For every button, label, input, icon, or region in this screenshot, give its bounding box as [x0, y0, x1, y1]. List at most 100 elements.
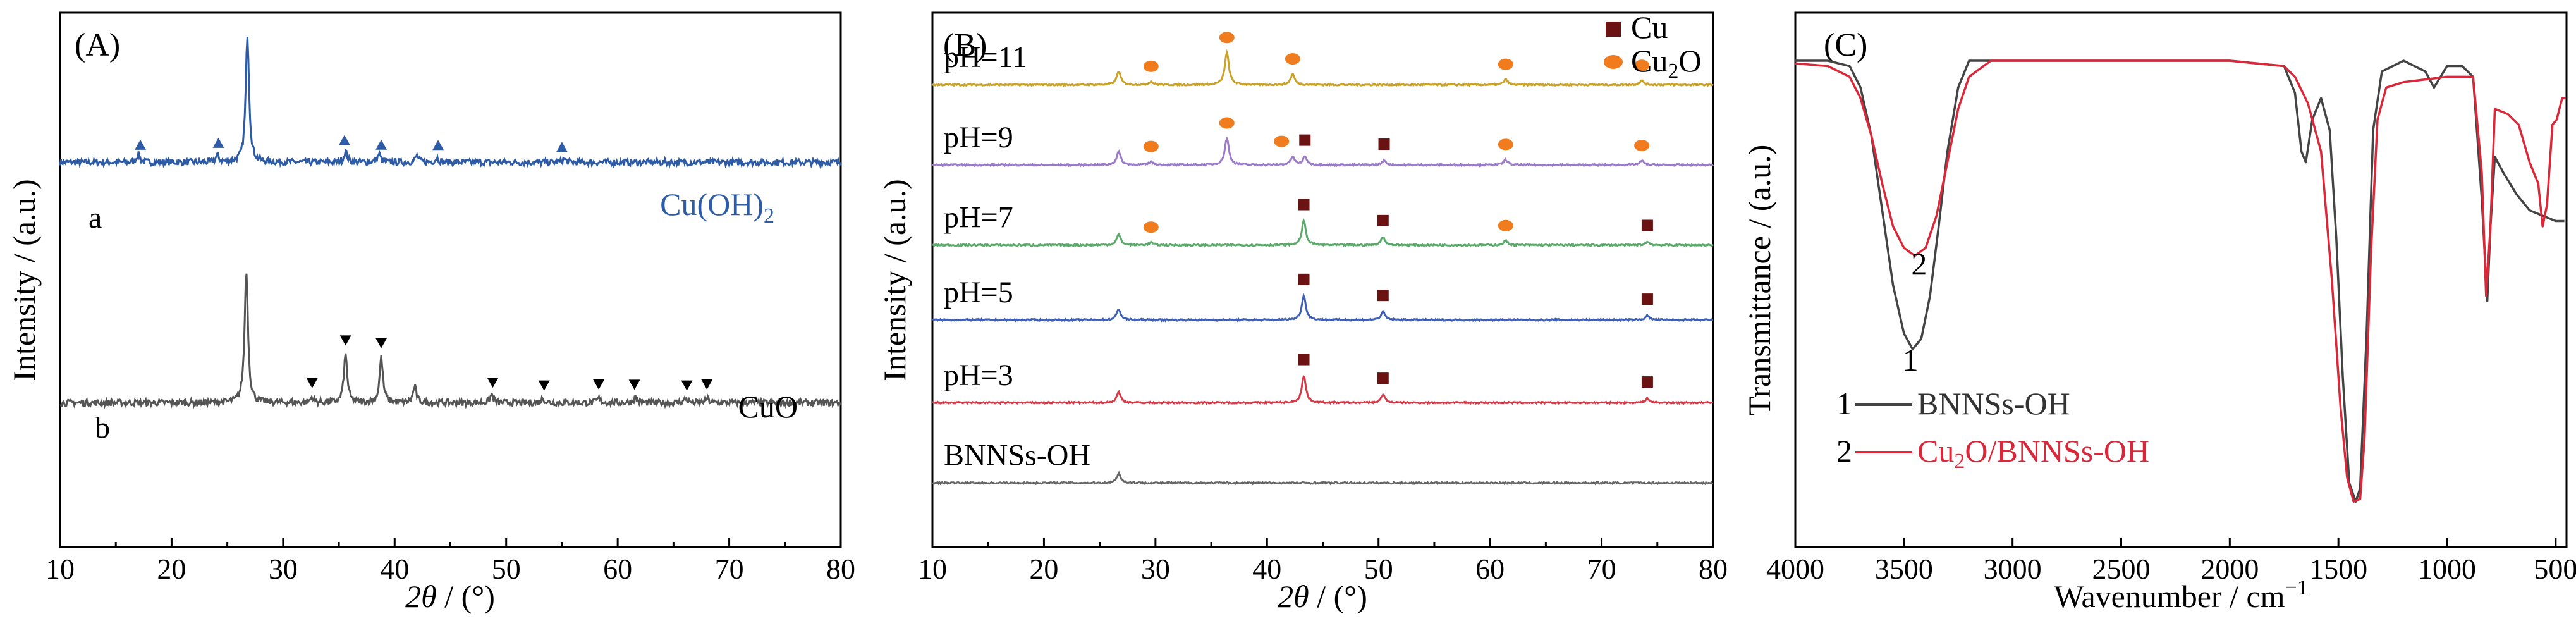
cuo-peak-marker — [681, 380, 693, 391]
xrd-trace — [931, 49, 1714, 87]
cu-peak-marker — [1641, 219, 1653, 231]
x-tick-label: 40 — [1252, 553, 1281, 585]
cu-peak-marker — [1641, 376, 1653, 388]
x-tick-label: 10 — [46, 553, 75, 585]
panel-b-phase-markers — [1143, 32, 1653, 388]
legend-cu-marker — [1606, 22, 1621, 37]
x-tick-label: 50 — [1364, 553, 1393, 585]
cu-peak-marker — [1298, 199, 1310, 211]
cu2o-peak-marker — [1634, 59, 1650, 71]
trace-label: BNNSs-OH — [944, 439, 1090, 472]
cu-peak-marker — [1377, 290, 1389, 302]
cuo-peak-marker — [593, 379, 605, 390]
cuo-peak-marker — [538, 380, 550, 391]
cuoh2-peak-marker — [338, 135, 350, 145]
trace-label-b: b — [95, 411, 110, 445]
cu2o-peak-marker — [1219, 117, 1235, 129]
cu-peak-marker — [1378, 138, 1390, 151]
x-tick-label: 3500 — [1875, 553, 1933, 585]
trace-label: pH=5 — [944, 276, 1013, 309]
legend-2-number: 2 — [1836, 433, 1852, 469]
x-tick-label: 60 — [1475, 553, 1505, 585]
x-tick-label: 80 — [1699, 553, 1728, 585]
cu-peak-marker — [1377, 372, 1389, 384]
legend-2-label: Cu2O/BNNSs-OH — [1917, 433, 2149, 473]
cu2o-peak-marker — [1143, 140, 1159, 152]
x-tick-label: 30 — [269, 553, 298, 585]
x-tick-label: 40 — [380, 553, 409, 585]
cu-peak-marker — [1641, 293, 1653, 305]
trace-label-a: a — [89, 201, 102, 235]
x-tick-label: 70 — [715, 553, 744, 585]
x-tick-label: 20 — [157, 553, 186, 585]
x-tick-label: 80 — [826, 553, 855, 585]
xrd-trace — [932, 218, 1714, 248]
panel-a-label: (A) — [75, 27, 120, 63]
cuoh2-peak-marker — [135, 139, 147, 150]
cu2o-peak-marker — [1634, 140, 1650, 152]
xrd-trace-a — [59, 37, 842, 169]
x-tick-label: 30 — [1141, 553, 1170, 585]
cu-peak-marker — [1377, 214, 1389, 226]
cu-peak-marker — [1299, 134, 1311, 146]
panel-c-annotations: 12 — [1903, 246, 1927, 378]
cu2o-peak-marker — [1219, 32, 1235, 44]
cu2o-peak-marker — [1285, 53, 1300, 65]
cu2o-peak-marker — [1498, 138, 1513, 151]
x-tick-label: 4000 — [1766, 553, 1824, 585]
x-tick-label: 60 — [603, 553, 632, 585]
panel-c-x-axis-label: Wavenumber / cm−1 — [2054, 576, 2307, 614]
series-label-cuo: CuO — [738, 389, 798, 424]
cuoh2-peak-marker — [556, 142, 568, 152]
x-tick-label: 70 — [1587, 553, 1616, 585]
cuo-peak-marker — [628, 379, 640, 390]
panel-b-legend: Cu Cu2O — [1604, 9, 1701, 83]
cuoh2-peak-marker — [432, 140, 444, 151]
cu2o-peak-marker — [1274, 135, 1290, 147]
trace-label: pH=3 — [944, 359, 1013, 392]
xrd-trace-b — [59, 273, 842, 409]
panel-c-y-axis-label: Transmittance / (a.u.) — [1742, 145, 1777, 416]
legend-cu-label: Cu — [1631, 9, 1668, 45]
cuo-peak-marker — [306, 378, 318, 388]
x-tick-label: 2500 — [2092, 553, 2150, 585]
panel-a-x-ticks: 10 20 30 40 50 60 70 80 — [46, 538, 855, 585]
panel-b-xrd-ph: (B) 10 20 30 40 50 60 70 80 pH=11pH=9pH=7pH=5pH… — [877, 9, 1728, 614]
cu2o-peak-marker — [1498, 58, 1513, 70]
cuoh2-peak-marker — [375, 139, 388, 150]
cu2o-peak-marker — [1143, 221, 1159, 233]
ftir-trace — [1795, 59, 2565, 503]
x-tick-label: 20 — [1029, 553, 1058, 585]
x-tick-label: 50 — [492, 553, 521, 585]
panel-a-phase-markers — [135, 135, 713, 391]
panel-a-y-axis-label: Intensity / (a.u.) — [6, 179, 42, 381]
panel-b-trace-labels: pH=11 pH=9 pH=7 pH=5 pH=3 BNNSs-OH — [944, 40, 1090, 472]
panel-a-x-axis-label: 2θ / (°) — [405, 579, 495, 614]
panel-c-x-ticks: 4000 3500 3000 2500 2000 1500 1000 500 — [1766, 538, 2576, 585]
cu2o-peak-marker — [1143, 60, 1159, 72]
cuo-peak-marker — [701, 379, 713, 390]
panel-c-label: (C) — [1824, 27, 1867, 63]
cuoh2-peak-marker — [212, 137, 224, 148]
x-tick-label: 500 — [2534, 553, 2576, 585]
panel-b-label: (B) — [943, 27, 987, 63]
cu-peak-marker — [1298, 273, 1310, 285]
cuo-peak-marker — [487, 378, 499, 388]
cu-peak-marker — [1298, 354, 1310, 366]
legend-1-label: BNNSs-OH — [1917, 386, 2070, 421]
x-tick-label: 1000 — [2418, 553, 2476, 585]
cuo-peak-marker — [339, 335, 351, 346]
xrd-trace — [932, 470, 1714, 486]
panel-a-plot-frame — [59, 11, 842, 548]
trace-label: pH=9 — [944, 121, 1013, 154]
legend-cu2o-label: Cu2O — [1631, 43, 1701, 83]
xrd-trace — [932, 136, 1714, 168]
xrd-trace — [932, 374, 1714, 405]
cu2o-peak-marker — [1498, 219, 1513, 231]
trace-label: pH=11 — [944, 40, 1027, 74]
x-tick-label: 10 — [918, 553, 947, 585]
cuo-peak-marker — [375, 338, 388, 348]
panel-c-legend: 1 BNNSs-OH 2 Cu2O/BNNSs-OH — [1836, 386, 2149, 473]
legend-cu2o-marker — [1604, 55, 1623, 69]
